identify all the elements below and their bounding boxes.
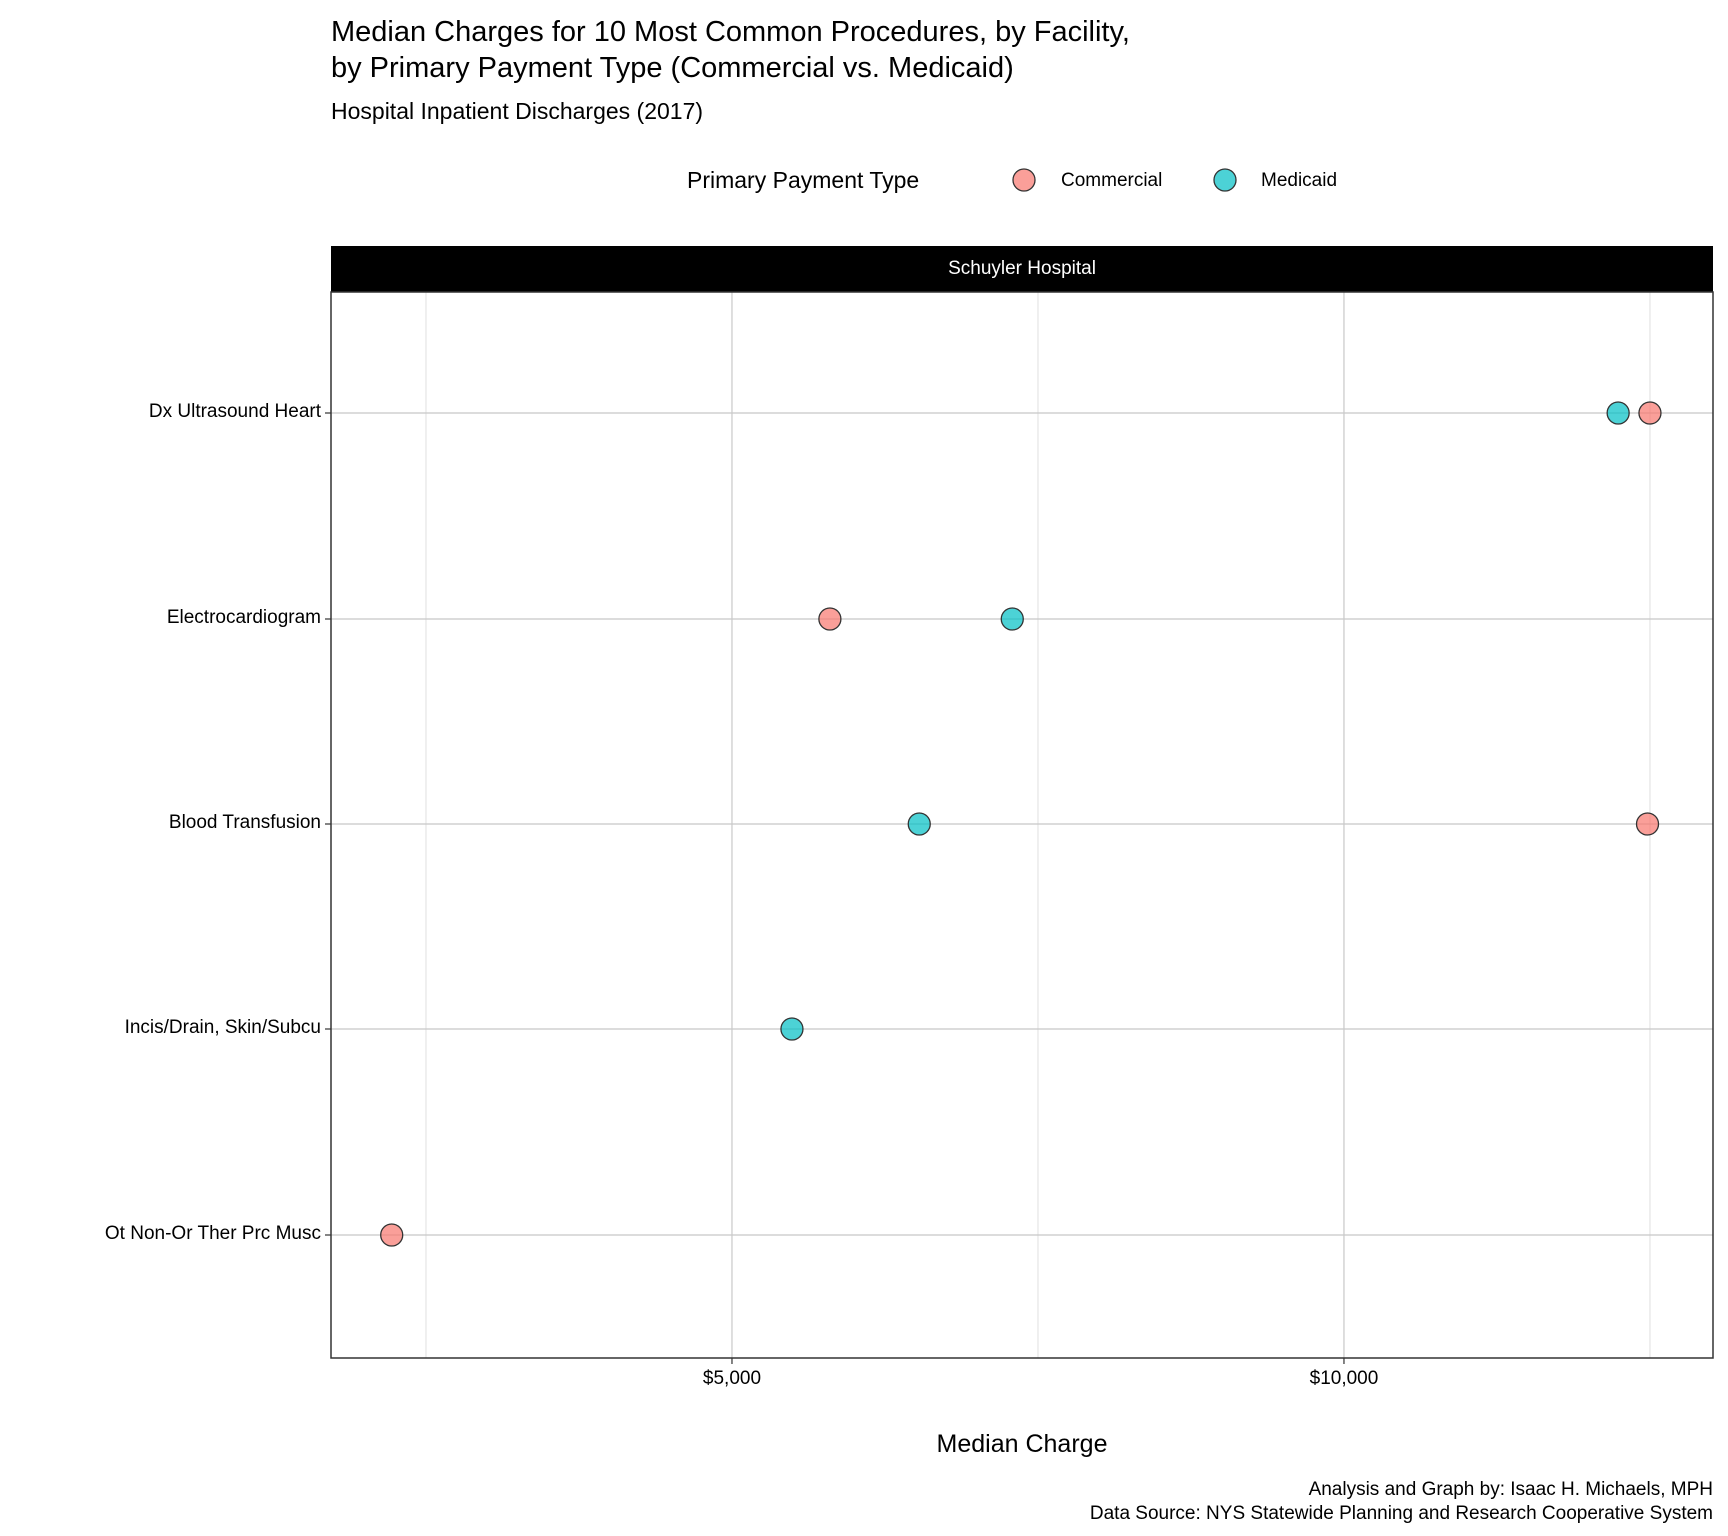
title-line-2: by Primary Payment Type (Commercial vs. …	[331, 52, 1014, 84]
x-tick-label: $10,000	[1309, 1368, 1379, 1389]
point-medicaid	[907, 812, 931, 836]
y-tick-label: Electrocardiogram	[166, 607, 321, 628]
x-axis-label: Median Charge	[936, 1430, 1108, 1458]
chart-subtitle: Hospital Inpatient Discharges (2017)	[331, 98, 704, 124]
panel-border	[330, 291, 1714, 1359]
legend-label-commercial: Commercial	[1061, 170, 1163, 191]
x-tick-label: $5,000	[702, 1368, 762, 1389]
point-medicaid	[1000, 607, 1024, 631]
legend-key-medicaid	[1213, 168, 1237, 192]
caption: Analysis and Graph by: Isaac H. Michaels…	[1090, 1478, 1713, 1526]
legend-key-commercial	[1012, 168, 1036, 192]
chart-title: Median Charges for 10 Most Common Proced…	[331, 14, 1130, 86]
point-commercial	[380, 1223, 404, 1247]
legend-label-medicaid: Medicaid	[1261, 170, 1338, 191]
point-commercial	[1635, 812, 1660, 836]
legend-title: Primary Payment Type	[687, 167, 920, 193]
title-line-1: Median Charges for 10 Most Common Proced…	[331, 16, 1130, 48]
y-tick-label: Blood Transfusion	[168, 812, 321, 833]
y-tick-label: Ot Non-Or Ther Prc Musc	[104, 1223, 321, 1244]
point-medicaid	[1606, 401, 1630, 425]
facet-strip	[331, 246, 1713, 292]
y-tick-label: Dx Ultrasound Heart	[148, 401, 321, 422]
y-tick-label: Incis/Drain, Skin/Subcu	[124, 1017, 321, 1038]
point-medicaid	[780, 1017, 804, 1041]
point-commercial	[1638, 401, 1662, 425]
caption-line-1: Analysis and Graph by: Isaac H. Michaels…	[1308, 1479, 1713, 1500]
point-commercial	[818, 607, 842, 631]
caption-line-2: Data Source: NYS Statewide Planning and …	[1089, 1503, 1713, 1524]
facet-label: Schuyler Hospital	[948, 258, 1096, 279]
